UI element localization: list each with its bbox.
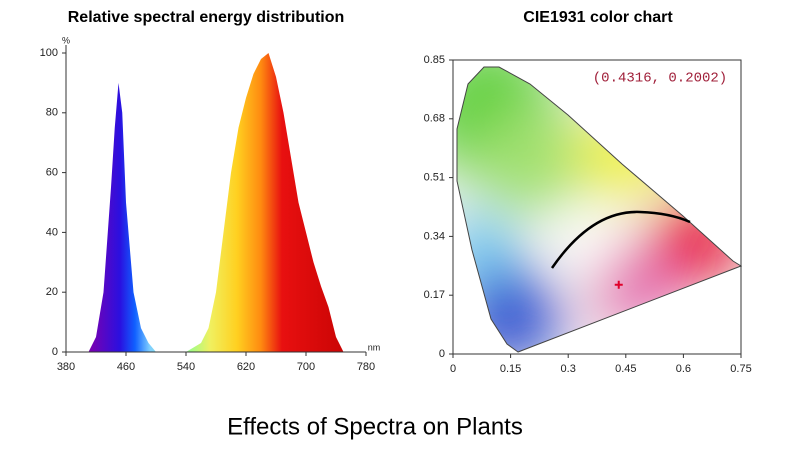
x-tick-label: 0.75 [730,363,751,375]
footer-title: Effects of Spectra on Plants [227,413,523,440]
x-tick-label: 0.15 [500,363,521,375]
y-tick-label: 20 [46,286,58,298]
chart-title: Relative spectral energy distribution [68,9,345,26]
y-tick-label: 0.85 [424,54,445,66]
x-tick-label: 460 [117,361,135,373]
spectral-locus [456,66,743,353]
annotation: (0.4316, 0.2002) [593,71,727,87]
x-tick-label: 0.6 [676,363,691,375]
y-tick-label: 0 [52,346,58,358]
point [614,280,623,289]
x-tick-label: 540 [177,361,195,373]
cie-gamut [457,67,741,352]
x-tick-label: 0.45 [615,363,636,375]
y-tick-label: 40 [46,226,58,238]
spectrum-chart: 380 460 540 620 700 780 0 20 40 60 80 100 [40,45,375,373]
y-tick-label: 100 [40,47,58,59]
y-tick-label: 0.51 [424,172,445,184]
spectrum-area [66,53,366,352]
y-tick-label: 0 [439,348,445,360]
y-unit: % [62,35,70,45]
plot-frame [452,59,742,355]
x-tick-label: 0.3 [561,363,576,375]
y-tick-label: 0.34 [424,230,445,242]
y-tick-label: 60 [46,167,58,179]
x-tick-label: 0 [450,363,456,375]
chart-title: CIE1931 color chart [523,9,673,26]
x-tick-label: 380 [57,361,75,373]
y-tick-label: 0.17 [424,289,445,301]
x-tick-label: 780 [357,361,375,373]
y-tick-label: 0.68 [424,113,445,125]
x-unit: nm [368,342,381,352]
x-tick-label: 700 [297,361,315,373]
planckian-locus [550,210,691,269]
cie-chart: 0 0.15 0.3 0.45 0.6 0.75 0 0.17 0.34 0.51 0.68 0.85 [424,54,752,375]
y-tick-label: 80 [46,107,58,119]
x-tick-label: 620 [237,361,255,373]
